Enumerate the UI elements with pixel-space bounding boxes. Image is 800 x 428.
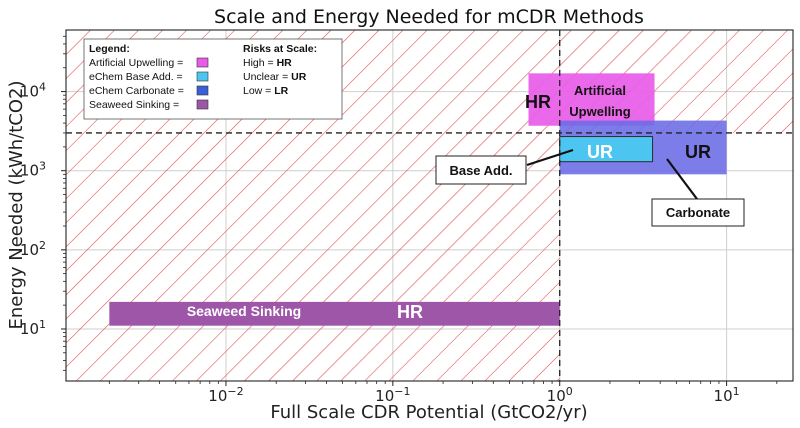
upwelling-label-line2: Upwelling <box>569 104 630 119</box>
carbonate-risk-label: UR <box>685 142 711 162</box>
legend-swatch-carbonate <box>196 85 209 96</box>
callout-line-base-add <box>526 148 574 167</box>
x-axis-title: Full Scale CDR Potential (GtCO2/yr) <box>270 402 587 423</box>
y-tick-label: 102 <box>20 239 46 259</box>
legend-item-label: Seaweed Sinking = <box>89 99 179 111</box>
legend-swatch-seaweed <box>196 99 209 110</box>
y-tick-label: 101 <box>20 318 46 338</box>
legend-swatch-upwelling <box>196 57 209 68</box>
callout-box-base-add <box>435 155 527 185</box>
legend-risk-high: High = HR <box>243 57 292 69</box>
axes: 10−2 10−1 100 101 101 102 103 104 <box>20 35 778 405</box>
region-seaweed-sinking <box>109 301 560 326</box>
seaweed-label: Seaweed Sinking <box>187 303 301 319</box>
x-tick-label: 101 <box>714 385 740 405</box>
upwelling-risk-label: HR <box>525 92 551 112</box>
upwelling-label-line1: Artificial <box>574 83 626 98</box>
legend-swatch-base-add <box>196 71 209 82</box>
callout-carbonate: Carbonate <box>666 205 730 220</box>
legend-item-label: eChem Base Add. = <box>89 71 183 83</box>
callout-base-add: Base Add. <box>449 163 512 178</box>
callout-box-carbonate <box>651 198 745 227</box>
y-tick-label: 103 <box>20 160 46 180</box>
x-tick-label: 100 <box>547 385 573 405</box>
seaweed-risk-label: HR <box>397 302 423 322</box>
legend-risk-low: Low = LR <box>243 85 289 97</box>
legend: Legend: Artificial Upwelling = eChem Bas… <box>83 38 343 120</box>
legend-frame <box>83 38 343 120</box>
y-axis-title: Energy Needed (kWh/tCO2) <box>6 81 27 330</box>
region-artificial-upwelling <box>528 73 655 126</box>
legend-risk-title: Risks at Scale: <box>243 43 317 55</box>
y-tick-label: 104 <box>20 81 46 101</box>
callout-line-carbonate <box>666 158 698 200</box>
legend-item-label: Artificial Upwelling = <box>89 57 183 69</box>
chart-title: Scale and Energy Needed for mCDR Methods <box>214 6 644 28</box>
x-tick-label: 10−1 <box>375 385 410 405</box>
legend-item-label: eChem Carbonate = <box>89 85 184 97</box>
x-tick-label: 10−2 <box>208 385 243 405</box>
base-add-risk-label: UR <box>587 142 613 162</box>
region-echem-base-add <box>559 136 654 163</box>
plot-area <box>66 30 793 381</box>
plot-frame <box>65 29 794 382</box>
legend-risk-unclear: Unclear = UR <box>243 71 307 83</box>
legend-title: Legend: <box>89 43 130 55</box>
